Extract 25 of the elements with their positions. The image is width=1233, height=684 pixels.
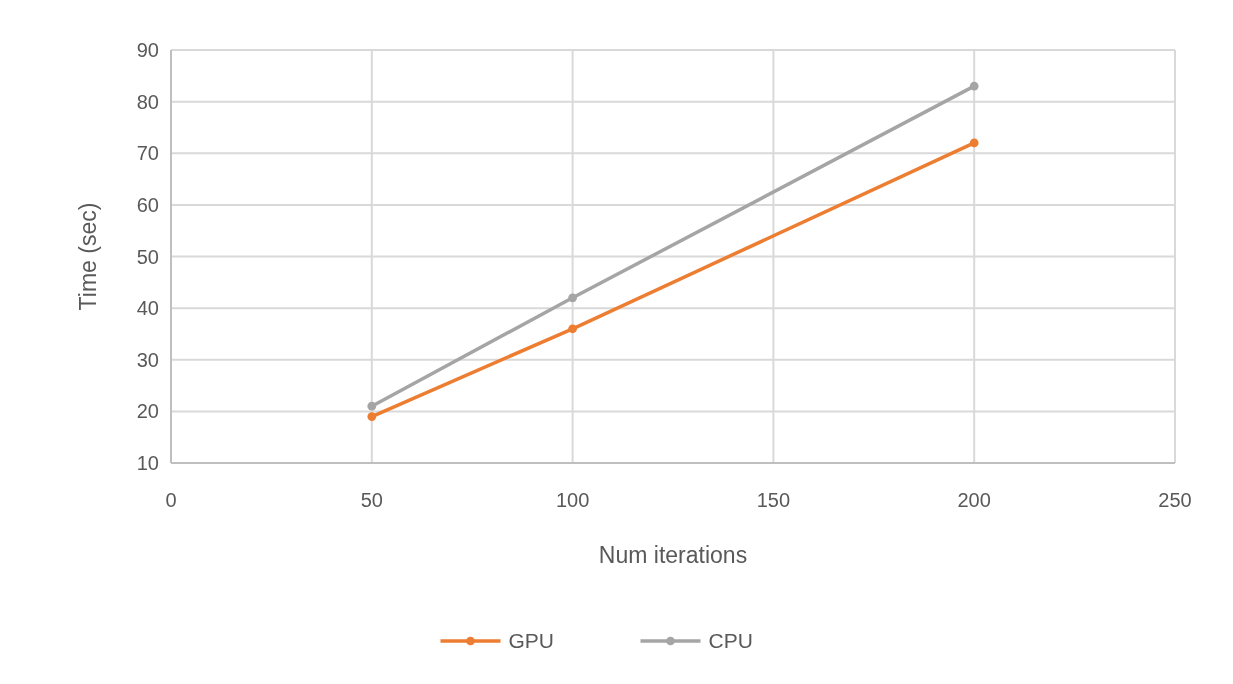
x-tick-label: 150 [756, 489, 791, 511]
point [969, 138, 979, 148]
x-tick-label: 50 [360, 489, 383, 511]
y-tick-label: 40 [136, 297, 159, 320]
y-axis-title: Time (sec) [75, 202, 101, 311]
y-tick-label: 90 [136, 39, 159, 61]
y-tick-label: 20 [136, 400, 159, 423]
x-tick-label: 200 [957, 489, 991, 511]
y-tick-label: 80 [136, 90, 159, 113]
y-tick-label: 60 [136, 193, 159, 216]
y-tick-label: 10 [136, 452, 159, 474]
y-tick-label: 30 [136, 348, 159, 371]
legend-label: CPU [708, 629, 753, 653]
y-tick-label: 70 [136, 142, 159, 165]
legend-label: GPU [508, 629, 555, 653]
point [367, 401, 377, 411]
point [568, 324, 577, 334]
point [568, 293, 577, 303]
point [367, 412, 377, 421]
x-axis-title: Num iterations [598, 542, 748, 568]
point [969, 81, 979, 91]
x-tick-label: 0 [165, 489, 177, 511]
y-tick-label: 50 [136, 245, 159, 268]
x-tick-label: 100 [555, 489, 590, 511]
x-tick-label: 250 [1158, 489, 1192, 511]
